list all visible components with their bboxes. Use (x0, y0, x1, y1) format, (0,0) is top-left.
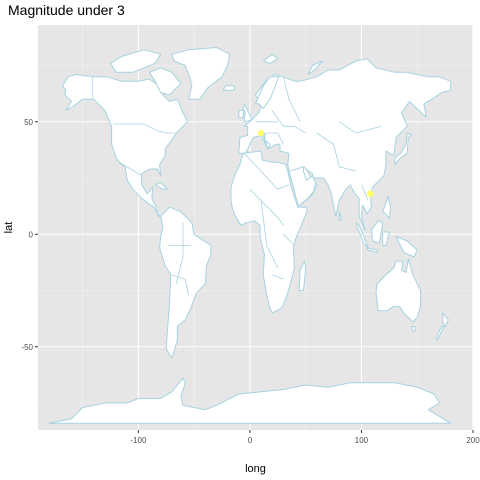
country-border (338, 121, 382, 134)
country-border (260, 200, 279, 269)
x-tick-label: -100 (130, 436, 147, 445)
land-britain (242, 103, 253, 123)
x-tick-label: 100 (355, 436, 369, 445)
earthquake-point (257, 129, 265, 137)
y-axis-label: lat (3, 222, 15, 234)
land-greenland (171, 47, 231, 100)
land-antarctica (48, 377, 452, 424)
country-border (283, 234, 295, 246)
land-cuba (154, 182, 168, 190)
country-border (271, 110, 306, 134)
land-philippines (382, 195, 391, 219)
country-border (175, 223, 184, 284)
country-border (244, 153, 290, 190)
land-sri-lanka (338, 211, 342, 222)
x-tick-label: 200 (466, 436, 480, 445)
land-borneo (371, 220, 384, 244)
land-eurasia (238, 58, 452, 231)
plot-title: Magnitude under 3 (8, 2, 125, 18)
country-border (249, 189, 284, 226)
land-iceland (222, 85, 235, 91)
land-new-zealand-north (442, 312, 449, 327)
y-tick-label: 50 (24, 118, 33, 127)
land-ireland (238, 110, 244, 118)
country-border (283, 76, 301, 122)
country-border (266, 132, 284, 145)
land-japan (394, 132, 413, 165)
land-tasmania (411, 326, 416, 332)
y-axis-ticks: -50 0 50 (21, 118, 38, 352)
land-new-zealand-south (435, 326, 445, 341)
land-new-guinea (395, 236, 418, 258)
land-arctic-islands (110, 49, 162, 73)
country-border (171, 274, 189, 296)
land-svalbard (262, 53, 279, 64)
country-border (112, 123, 176, 134)
land-australia (375, 258, 422, 323)
country-border (361, 184, 369, 201)
land-baffin-island (149, 67, 182, 96)
land-sulawesi (382, 231, 390, 246)
world-land-layer (48, 47, 452, 424)
land-novaya-zemlya (307, 60, 323, 75)
country-border (272, 274, 284, 280)
x-axis-ticks: -100 0 100 200 (130, 430, 480, 445)
country-border (316, 132, 357, 172)
land-arabia-sinai (288, 166, 317, 206)
x-tick-label: 0 (248, 436, 253, 445)
land-java (366, 247, 378, 253)
land-scandinavia (255, 76, 280, 109)
earthquake-points (257, 129, 374, 197)
country-border (119, 161, 142, 177)
y-tick-label: 0 (29, 230, 34, 239)
x-axis-label: long (245, 463, 266, 475)
earthquake-point (367, 190, 374, 197)
land-south-america (159, 206, 212, 359)
land-madagascar (298, 260, 307, 291)
land-africa (230, 150, 308, 314)
y-tick-label: -50 (21, 343, 33, 352)
